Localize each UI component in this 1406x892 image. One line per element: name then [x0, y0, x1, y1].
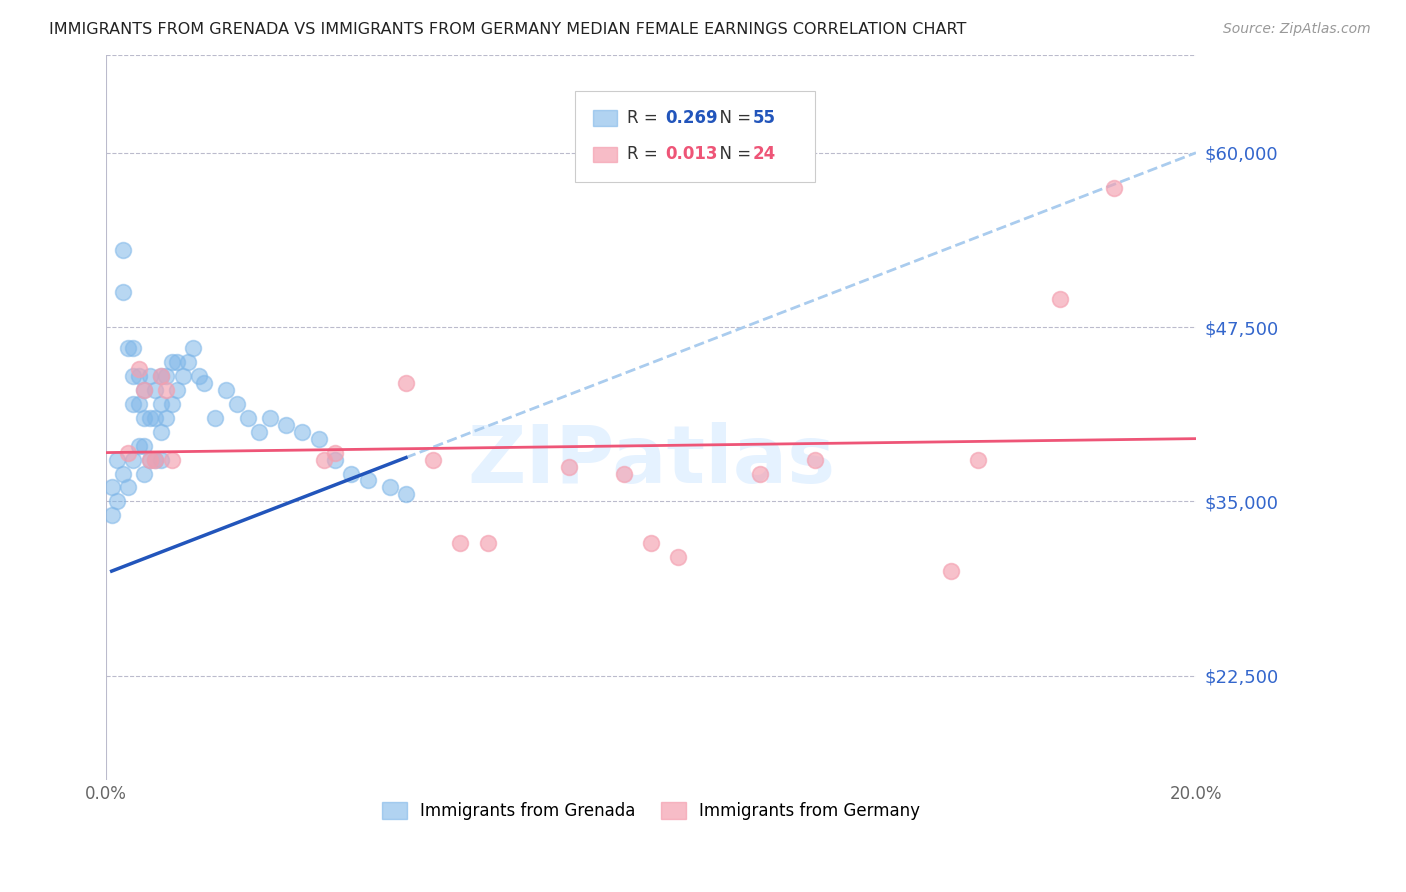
Point [183, 341, 205, 355]
Point [449, 536, 471, 550]
Point [117, 445, 139, 459]
Text: Source: ZipAtlas.com: Source: ZipAtlas.com [1223, 22, 1371, 37]
Point [247, 425, 270, 439]
Point [111, 244, 134, 258]
Point [640, 536, 662, 550]
Point [160, 355, 183, 369]
Point [122, 368, 145, 383]
Point [149, 368, 172, 383]
Point [166, 355, 188, 369]
Point [134, 410, 156, 425]
Point [134, 383, 156, 397]
Point [128, 397, 150, 411]
Point [143, 410, 166, 425]
Text: ZIPatlas: ZIPatlas [467, 422, 835, 500]
Point [477, 536, 499, 550]
Point [117, 341, 139, 355]
Point [172, 368, 194, 383]
Point [105, 494, 128, 508]
Point [666, 550, 689, 565]
Point [323, 445, 346, 459]
Point [117, 480, 139, 494]
Point [160, 397, 183, 411]
Point [105, 452, 128, 467]
Point [558, 459, 581, 474]
Point [177, 355, 200, 369]
Point [122, 397, 145, 411]
Point [134, 467, 156, 481]
Point [134, 439, 156, 453]
Text: R =: R = [627, 145, 664, 163]
Point [1102, 180, 1125, 194]
Point [378, 480, 401, 494]
Point [422, 452, 444, 467]
Point [111, 467, 134, 481]
Point [155, 368, 177, 383]
Point [149, 397, 172, 411]
Point [395, 487, 418, 501]
Point [155, 410, 177, 425]
Point [143, 452, 166, 467]
Text: 0.013: 0.013 [665, 145, 717, 163]
Text: 55: 55 [752, 109, 776, 128]
Point [139, 368, 162, 383]
Point [149, 425, 172, 439]
Point [134, 383, 156, 397]
Point [122, 452, 145, 467]
Point [939, 564, 962, 578]
Point [128, 362, 150, 376]
Point [274, 417, 297, 432]
Point [122, 341, 145, 355]
Text: N =: N = [709, 109, 756, 128]
Point [323, 452, 346, 467]
Point [100, 480, 122, 494]
Text: 24: 24 [752, 145, 776, 163]
Point [139, 452, 162, 467]
Point [100, 508, 122, 523]
Point [166, 383, 188, 397]
Point [193, 376, 215, 390]
Point [967, 452, 990, 467]
FancyBboxPatch shape [593, 111, 617, 126]
Point [139, 410, 162, 425]
Point [803, 452, 825, 467]
Point [395, 376, 418, 390]
Point [291, 425, 314, 439]
Point [128, 368, 150, 383]
Point [111, 285, 134, 300]
Point [139, 452, 162, 467]
Point [204, 410, 226, 425]
Point [613, 467, 636, 481]
Point [1049, 292, 1071, 306]
Point [314, 452, 336, 467]
Point [149, 368, 172, 383]
Point [155, 383, 177, 397]
Point [187, 368, 209, 383]
Point [143, 452, 166, 467]
Point [143, 383, 166, 397]
Text: R =: R = [627, 109, 664, 128]
Point [259, 410, 281, 425]
Point [149, 452, 172, 467]
FancyBboxPatch shape [593, 146, 617, 162]
Text: 0.269: 0.269 [665, 109, 718, 128]
Point [215, 383, 238, 397]
Text: N =: N = [709, 145, 756, 163]
Point [749, 467, 772, 481]
Point [308, 432, 330, 446]
Point [226, 397, 249, 411]
FancyBboxPatch shape [575, 91, 814, 182]
Legend: Immigrants from Grenada, Immigrants from Germany: Immigrants from Grenada, Immigrants from… [375, 795, 927, 826]
Point [340, 467, 363, 481]
Point [160, 452, 183, 467]
Point [236, 410, 259, 425]
Point [128, 439, 150, 453]
Point [357, 474, 380, 488]
Text: IMMIGRANTS FROM GRENADA VS IMMIGRANTS FROM GERMANY MEDIAN FEMALE EARNINGS CORREL: IMMIGRANTS FROM GRENADA VS IMMIGRANTS FR… [49, 22, 966, 37]
